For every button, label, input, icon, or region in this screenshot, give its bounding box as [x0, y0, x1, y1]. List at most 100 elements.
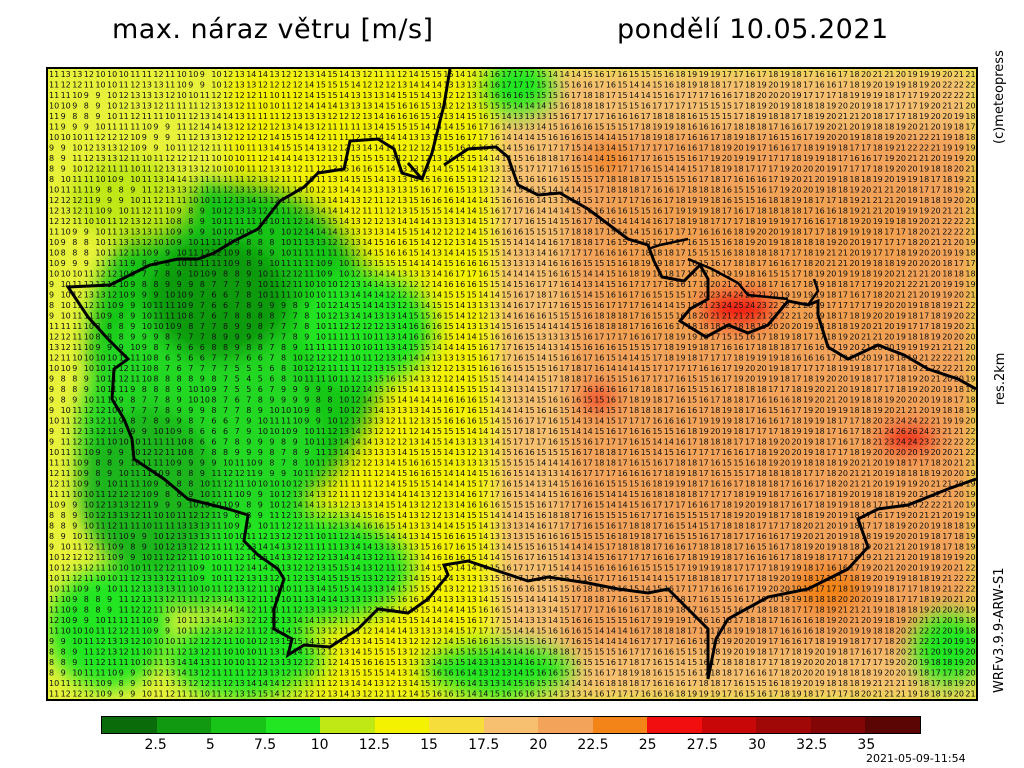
- svg-text:13: 13: [293, 490, 303, 499]
- svg-text:15: 15: [559, 480, 569, 489]
- svg-text:12: 12: [327, 354, 337, 363]
- svg-text:18: 18: [815, 322, 825, 331]
- svg-text:19: 19: [803, 448, 813, 457]
- svg-text:7: 7: [142, 396, 147, 405]
- svg-text:17: 17: [815, 228, 825, 237]
- svg-text:10: 10: [142, 637, 152, 646]
- svg-text:16: 16: [571, 217, 581, 226]
- svg-text:11: 11: [304, 196, 314, 205]
- svg-text:17: 17: [745, 417, 755, 426]
- svg-text:15: 15: [513, 480, 523, 489]
- svg-text:14: 14: [362, 385, 372, 394]
- svg-text:16: 16: [548, 406, 558, 415]
- svg-text:16: 16: [803, 490, 813, 499]
- svg-text:12: 12: [49, 333, 59, 342]
- svg-text:11: 11: [49, 91, 59, 100]
- svg-text:14: 14: [269, 690, 279, 699]
- svg-text:7: 7: [235, 280, 240, 289]
- svg-text:15: 15: [594, 553, 604, 562]
- map-panel[interactable]: 11 13 13 12 10 10 10 11 11 12 11 10 10 9 10 12 13 14 14 13 1…: [46, 67, 978, 701]
- svg-text:18: 18: [733, 417, 743, 426]
- svg-text:19: 19: [664, 480, 674, 489]
- svg-text:12: 12: [374, 469, 384, 478]
- svg-text:17: 17: [664, 217, 674, 226]
- svg-text:14: 14: [374, 301, 384, 310]
- svg-text:11: 11: [235, 217, 245, 226]
- svg-text:7: 7: [281, 459, 286, 468]
- svg-text:14: 14: [501, 154, 511, 163]
- svg-text:14: 14: [536, 595, 546, 604]
- svg-text:15: 15: [525, 343, 535, 352]
- svg-text:10: 10: [362, 343, 372, 352]
- svg-text:19: 19: [942, 553, 952, 562]
- svg-text:16: 16: [501, 564, 511, 573]
- svg-text:20: 20: [965, 364, 975, 373]
- svg-text:15: 15: [664, 291, 674, 300]
- svg-text:11: 11: [293, 259, 303, 268]
- svg-text:15: 15: [362, 648, 372, 657]
- svg-text:13: 13: [409, 564, 419, 573]
- svg-text:14: 14: [536, 123, 546, 132]
- svg-text:15: 15: [490, 102, 500, 111]
- svg-text:19: 19: [815, 112, 825, 121]
- svg-text:17: 17: [803, 123, 813, 132]
- svg-text:18: 18: [791, 70, 801, 79]
- svg-text:15: 15: [571, 301, 581, 310]
- svg-text:12: 12: [293, 70, 303, 79]
- svg-text:17: 17: [594, 112, 604, 121]
- svg-text:15: 15: [606, 648, 616, 657]
- svg-text:11: 11: [188, 249, 198, 258]
- svg-text:18: 18: [745, 270, 755, 279]
- svg-text:13: 13: [467, 438, 477, 447]
- svg-text:17: 17: [629, 690, 639, 699]
- svg-text:16: 16: [757, 553, 767, 562]
- svg-text:15: 15: [559, 417, 569, 426]
- svg-text:15: 15: [501, 553, 511, 562]
- svg-text:16: 16: [513, 322, 523, 331]
- svg-text:18: 18: [826, 459, 836, 468]
- svg-text:17: 17: [722, 490, 732, 499]
- svg-text:21: 21: [919, 354, 929, 363]
- svg-text:15: 15: [397, 228, 407, 237]
- svg-text:13: 13: [478, 669, 488, 678]
- svg-text:19: 19: [768, 364, 778, 373]
- svg-text:6: 6: [188, 343, 193, 352]
- svg-text:19: 19: [803, 406, 813, 415]
- svg-text:18: 18: [583, 102, 593, 111]
- svg-text:8: 8: [188, 322, 193, 331]
- svg-text:13: 13: [304, 154, 314, 163]
- svg-text:18: 18: [675, 217, 685, 226]
- svg-text:12: 12: [397, 301, 407, 310]
- svg-text:9: 9: [200, 228, 205, 237]
- svg-text:20: 20: [768, 585, 778, 594]
- svg-text:18: 18: [873, 112, 883, 121]
- svg-text:18: 18: [687, 490, 697, 499]
- svg-text:12: 12: [177, 553, 187, 562]
- svg-text:14: 14: [385, 585, 395, 594]
- svg-text:18: 18: [699, 322, 709, 331]
- svg-text:20: 20: [965, 553, 975, 562]
- svg-text:10: 10: [188, 238, 198, 247]
- svg-text:17: 17: [629, 553, 639, 562]
- svg-text:7: 7: [235, 427, 240, 436]
- svg-text:14: 14: [258, 679, 268, 688]
- svg-text:14: 14: [594, 154, 604, 163]
- svg-text:16: 16: [791, 627, 801, 636]
- svg-text:17: 17: [757, 154, 767, 163]
- legend-swatch: [810, 717, 866, 733]
- svg-text:20: 20: [803, 165, 813, 174]
- svg-text:12: 12: [362, 627, 372, 636]
- svg-text:12: 12: [409, 144, 419, 153]
- svg-text:15: 15: [536, 585, 546, 594]
- svg-text:21: 21: [954, 102, 964, 111]
- svg-text:18: 18: [931, 322, 941, 331]
- svg-text:18: 18: [791, 154, 801, 163]
- svg-text:9: 9: [95, 480, 100, 489]
- svg-text:11: 11: [281, 207, 291, 216]
- svg-text:13: 13: [177, 165, 187, 174]
- svg-text:19: 19: [722, 406, 732, 415]
- svg-text:16: 16: [757, 196, 767, 205]
- svg-text:14: 14: [525, 133, 535, 142]
- svg-text:10: 10: [258, 280, 268, 289]
- svg-text:8: 8: [165, 480, 170, 489]
